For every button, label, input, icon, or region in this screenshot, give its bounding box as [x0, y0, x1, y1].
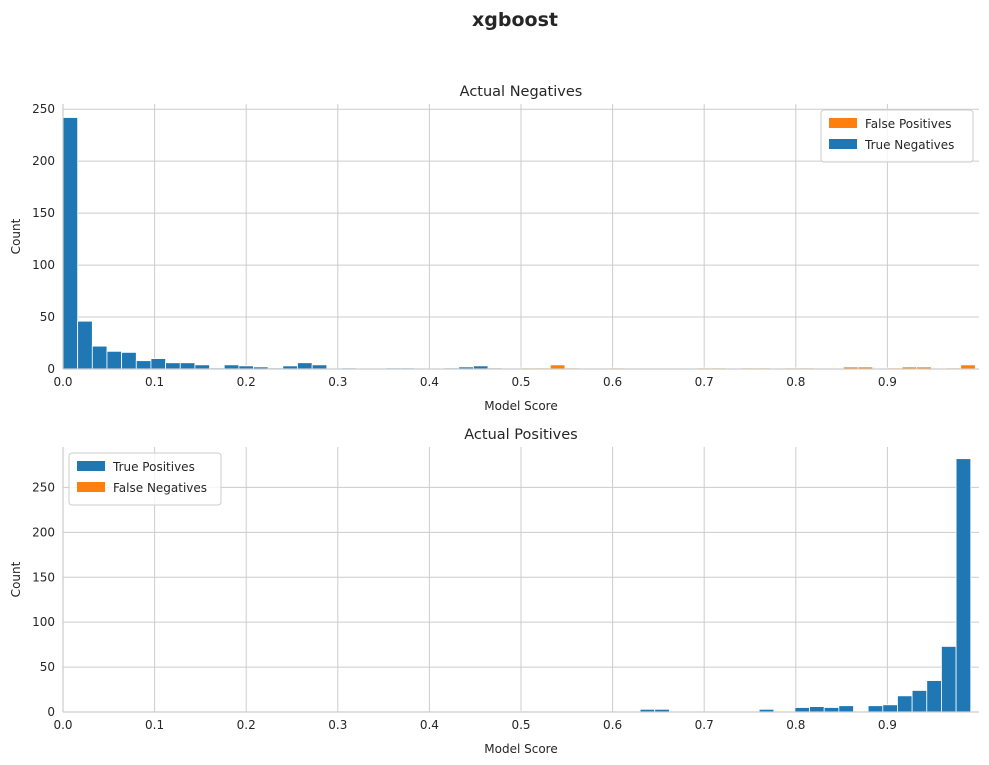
x-tick-label: 0.1	[145, 375, 164, 389]
x-tick-label: 0.5	[511, 718, 530, 732]
x-axis-label: Model Score	[484, 742, 557, 756]
x-tick-label: 0.9	[878, 375, 897, 389]
y-axis-label: Count	[9, 218, 23, 254]
legend-label-true-positives: True Positives	[112, 460, 195, 474]
x-tick-label: 0.3	[328, 718, 347, 732]
x-tick-label: 0.4	[420, 718, 439, 732]
x-tick-label: 0.8	[786, 718, 805, 732]
x-tick-label: 0.6	[603, 718, 622, 732]
bar-true-negatives	[223, 364, 240, 370]
x-tick-label: 0.3	[328, 375, 347, 389]
x-tick-label: 0.9	[878, 718, 897, 732]
legend: False Positives True Negatives	[820, 109, 974, 163]
legend-swatch-false-positives	[829, 118, 857, 128]
bar-true-negatives	[297, 362, 313, 370]
x-tick-label: 0.2	[237, 375, 256, 389]
legend-swatch-true-negatives	[829, 139, 857, 149]
y-tick-label: 150	[32, 570, 55, 584]
x-tick-label: 0.1	[145, 718, 164, 732]
bar-true-negatives	[77, 320, 93, 370]
grid-lines	[63, 447, 979, 712]
x-tick-label: 0.5	[511, 375, 530, 389]
legend-label-false-negatives: False Negatives	[113, 481, 207, 495]
bar-true-positives	[794, 707, 810, 713]
x-tick-label: 0.8	[786, 375, 805, 389]
bar-true-positives	[955, 458, 972, 713]
y-tick-label: 150	[32, 206, 55, 220]
legend-label-true-negatives: True Negatives	[864, 138, 954, 152]
bar-true-positives	[897, 695, 913, 713]
y-tick-label: 250	[32, 102, 55, 116]
x-tick-label: 0.7	[695, 375, 714, 389]
y-tick-label: 100	[32, 615, 55, 629]
bar-true-negatives	[179, 362, 196, 370]
bar-true-negatives	[62, 117, 79, 370]
y-axis-label: Count	[9, 561, 23, 597]
chart-actual-positives: 0.0 0.1 0.2 0.3 0.4 0.5 0.6 0.7 0.8 0.9 0 50 100 150…	[9, 427, 979, 756]
bar-true-positives	[838, 705, 854, 713]
chart-title: Actual Positives	[464, 427, 578, 443]
bar-true-positives	[809, 706, 825, 713]
y-tick-labels: 0 50 100 150 200 250	[32, 102, 55, 376]
y-tick-label: 250	[32, 480, 55, 494]
y-tick-labels: 0 50 100 150 200 250	[32, 480, 55, 719]
x-tick-label: 0.4	[420, 375, 439, 389]
bar-true-positives	[867, 705, 884, 713]
x-tick-label: 0.6	[603, 375, 622, 389]
y-tick-label: 50	[40, 660, 55, 674]
bar-true-negatives	[106, 350, 123, 370]
legend-swatch-true-positives	[77, 461, 105, 471]
figure-title: xgboost	[472, 9, 558, 31]
legend-box	[820, 109, 974, 163]
legend: True Positives False Negatives	[68, 452, 222, 506]
y-tick-label: 200	[32, 525, 55, 539]
y-tick-label: 100	[32, 258, 55, 272]
x-axis-label: Model Score	[484, 399, 557, 413]
x-tick-label: 0.7	[695, 718, 714, 732]
bar-true-negatives	[91, 345, 108, 370]
bar-true-positives	[823, 707, 840, 713]
bar-true-positives	[941, 646, 957, 713]
bar-true-negatives	[150, 358, 166, 370]
y-tick-label: 0	[47, 705, 55, 719]
bar-false-positives	[549, 364, 566, 370]
bar-true-positives	[911, 690, 928, 713]
legend-label-false-positives: False Positives	[865, 117, 951, 131]
bar-true-positives	[926, 680, 942, 713]
x-tick-labels: 0.0 0.1 0.2 0.3 0.4 0.5 0.6 0.7 0.8 0.9	[53, 375, 896, 389]
bar-true-negatives	[121, 351, 137, 370]
bar-true-negatives	[311, 364, 328, 370]
legend-box	[68, 452, 222, 506]
x-tick-label: 0.0	[53, 718, 72, 732]
y-tick-label: 200	[32, 154, 55, 168]
bar-true-negatives	[194, 364, 210, 370]
x-tick-label: 0.2	[237, 718, 256, 732]
y-tick-label: 50	[40, 310, 55, 324]
bar-true-positives	[882, 704, 898, 713]
chart-actual-negatives: 0.0 0.1 0.2 0.3 0.4 0.5 0.6 0.7 0.8 0.9 0 50 100 150…	[9, 84, 979, 413]
chart-title: Actual Negatives	[460, 84, 583, 100]
bar-true-negatives	[165, 362, 181, 370]
bar-false-positives	[960, 364, 976, 370]
y-tick-label: 0	[47, 362, 55, 376]
bar-true-negatives	[135, 360, 152, 370]
legend-swatch-false-negatives	[77, 482, 105, 492]
x-tick-label: 0.0	[53, 375, 72, 389]
x-tick-labels: 0.0 0.1 0.2 0.3 0.4 0.5 0.6 0.7 0.8 0.9	[53, 718, 896, 732]
